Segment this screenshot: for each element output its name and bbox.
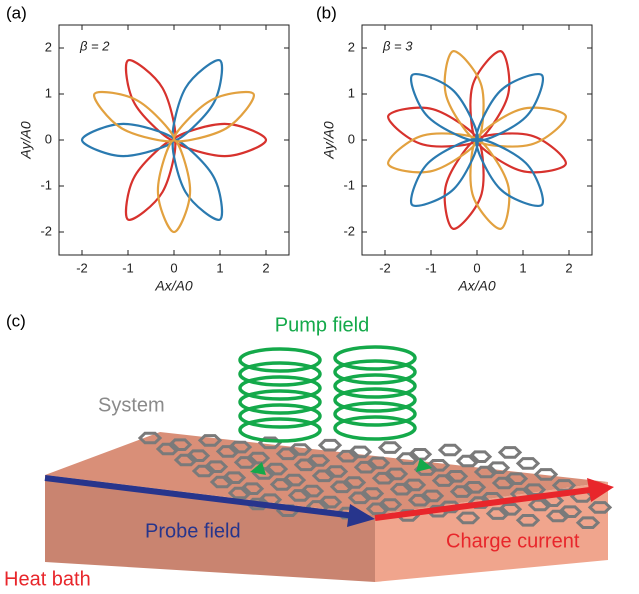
- x-tick-label: 0: [170, 260, 177, 275]
- y-tick-label: 2: [348, 39, 355, 54]
- y-tick-label: -2: [343, 223, 355, 238]
- x-tick-label: -1: [122, 260, 134, 275]
- x-axis-label: Ax/A0: [154, 278, 193, 294]
- y-tick-label: 2: [45, 39, 52, 54]
- curve: [82, 60, 222, 220]
- pump-coils: [240, 347, 415, 441]
- x-tick-label: 0: [473, 260, 480, 275]
- y-tick-label: 1: [348, 85, 355, 100]
- y-tick-label: 1: [45, 85, 52, 100]
- hexagon: [320, 440, 340, 450]
- bath-label: Heat bath: [4, 568, 91, 590]
- curve: [94, 92, 254, 232]
- x-tick-label: -2: [76, 260, 88, 275]
- y-tick-label: 0: [348, 131, 355, 146]
- probe-label: Probe field: [145, 520, 241, 542]
- y-axis-label: Ay/A0: [18, 121, 34, 159]
- x-tick-label: 2: [262, 260, 269, 275]
- panel-label: (a): [6, 3, 27, 22]
- y-tick-label: -2: [40, 223, 52, 238]
- panel-label: (b): [316, 3, 337, 22]
- curve: [126, 60, 266, 220]
- annotation: β = 2: [79, 38, 110, 53]
- hexagon: [518, 459, 538, 469]
- chart: -2 -1 0 1 2 -2 -1 0 1 2 β = 2 Ax/A0 Ay/A0: [18, 25, 289, 294]
- x-tick-label: 1: [216, 260, 223, 275]
- diagram: Pump field System Probe field Charge cur…: [4, 314, 614, 590]
- coil-turn: [335, 417, 415, 439]
- curve: [411, 74, 543, 206]
- y-axis-label: Ay/A0: [321, 121, 337, 159]
- panel-label: (c): [6, 311, 26, 330]
- x-tick-label: -2: [379, 260, 391, 275]
- x-tick-label: 2: [565, 260, 572, 275]
- x-tick-label: -1: [425, 260, 437, 275]
- figure: (a) (b) (c) Pump field System Probe fiel…: [0, 0, 639, 594]
- x-tick-label: 1: [519, 260, 526, 275]
- system-label: System: [98, 394, 165, 416]
- hexagon: [440, 445, 460, 455]
- annotation: β = 3: [382, 38, 413, 53]
- x-axis-label: Ax/A0: [457, 278, 496, 294]
- chart: -2 -1 0 1 2 -2 -1 0 1 2 β = 3 Ax/A0 Ay/A0: [321, 25, 592, 294]
- hexagon: [380, 443, 400, 453]
- y-tick-label: -1: [40, 177, 52, 192]
- hexagon: [500, 448, 520, 458]
- y-tick-label: -1: [343, 177, 355, 192]
- pump-label: Pump field: [275, 314, 370, 336]
- y-tick-label: 0: [45, 131, 52, 146]
- coil-turn: [240, 419, 320, 441]
- current-label: Charge current: [446, 530, 580, 552]
